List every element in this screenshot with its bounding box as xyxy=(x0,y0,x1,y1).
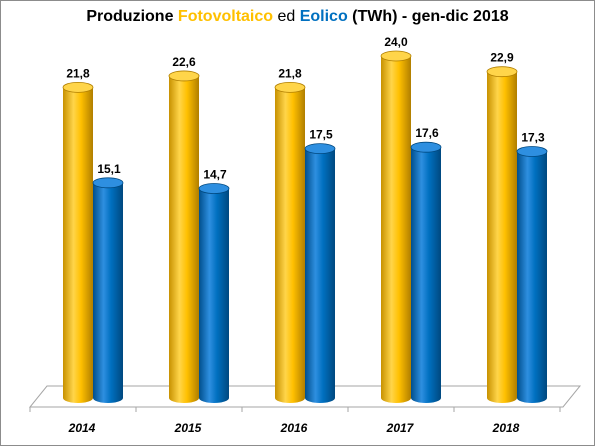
value-label-fotovoltaico: 22,6 xyxy=(172,55,196,69)
title-part-fotovoltaico: Fotovoltaico xyxy=(177,8,274,25)
title-part-eolico: Eolico xyxy=(299,8,348,25)
value-labels: 21,8 15,1 22,6 14,7 21,8 17,5 24,0 17,6 22,9 17,3 xyxy=(66,35,545,182)
value-label-eolico: 14,7 xyxy=(203,168,227,182)
bar-eolico-2014-body xyxy=(93,182,123,403)
bar-group xyxy=(62,50,548,404)
bar-fotovoltaico-2017 xyxy=(380,50,412,403)
bar-eolico-2016-body xyxy=(305,148,335,403)
bar-eolico-2017-top xyxy=(410,141,442,153)
bar-eolico-2014-top xyxy=(92,177,124,189)
title-part-unit: (TWh) - gen-dic 2018 xyxy=(347,8,509,25)
value-label-eolico: 17,5 xyxy=(309,128,333,142)
x-tick-label: 2017 xyxy=(386,421,415,435)
bar-fotovoltaico-2018-top xyxy=(486,66,518,78)
chart-title: Produzione Fotovoltaico ed Eolico (TWh) … xyxy=(0,8,595,26)
bar-fotovoltaico-2014-body xyxy=(63,87,93,403)
bar-eolico-2016-top xyxy=(304,143,336,155)
bar-eolico-2017-body xyxy=(411,147,441,403)
bar-fotovoltaico-2017-body xyxy=(381,56,411,403)
title-part-produzione: Produzione xyxy=(86,8,178,25)
bar-eolico-2018-body xyxy=(517,151,547,403)
bar-eolico-2017 xyxy=(410,141,442,403)
title-part-ed: ed xyxy=(273,8,300,25)
value-label-fotovoltaico: 24,0 xyxy=(384,35,408,49)
value-label-eolico: 15,1 xyxy=(97,162,121,176)
value-label-eolico: 17,3 xyxy=(521,130,545,144)
bar-eolico-2015-body xyxy=(199,188,229,403)
bar-fotovoltaico-2018 xyxy=(486,66,518,404)
bar-eolico-2015-top xyxy=(198,183,230,194)
bar-fotovoltaico-2017-top xyxy=(380,50,412,62)
x-tick-label: 2014 xyxy=(68,421,96,435)
bar-fotovoltaico-2015-body xyxy=(169,75,199,403)
bar-fotovoltaico-2015-top xyxy=(168,70,200,82)
bar-fotovoltaico-2016-body xyxy=(275,87,305,403)
bar-eolico-2018-top xyxy=(516,146,548,157)
bar-fotovoltaico-2018-body xyxy=(487,71,517,404)
bar-fotovoltaico-2014 xyxy=(62,81,94,403)
x-tick-label: 2018 xyxy=(492,421,520,435)
bar-eolico-2018 xyxy=(516,146,548,403)
bar-fotovoltaico-2016-top xyxy=(274,81,306,93)
value-label-eolico: 17,6 xyxy=(415,126,439,140)
bar-eolico-2016 xyxy=(304,143,336,403)
bar-eolico-2015 xyxy=(198,183,230,403)
x-tick-label: 2016 xyxy=(280,421,308,435)
bar-fotovoltaico-2016 xyxy=(274,81,306,403)
bar-fotovoltaico-2014-top xyxy=(62,81,94,93)
value-label-fotovoltaico: 22,9 xyxy=(490,51,514,65)
bar-fotovoltaico-2015 xyxy=(168,70,200,403)
value-label-fotovoltaico: 21,8 xyxy=(66,66,90,80)
value-label-fotovoltaico: 21,8 xyxy=(278,66,302,80)
x-tick-labels: 2014 2015 2016 2017 2018 xyxy=(68,421,520,435)
bar-eolico-2014 xyxy=(92,177,124,403)
x-tick-label: 2015 xyxy=(174,421,202,435)
